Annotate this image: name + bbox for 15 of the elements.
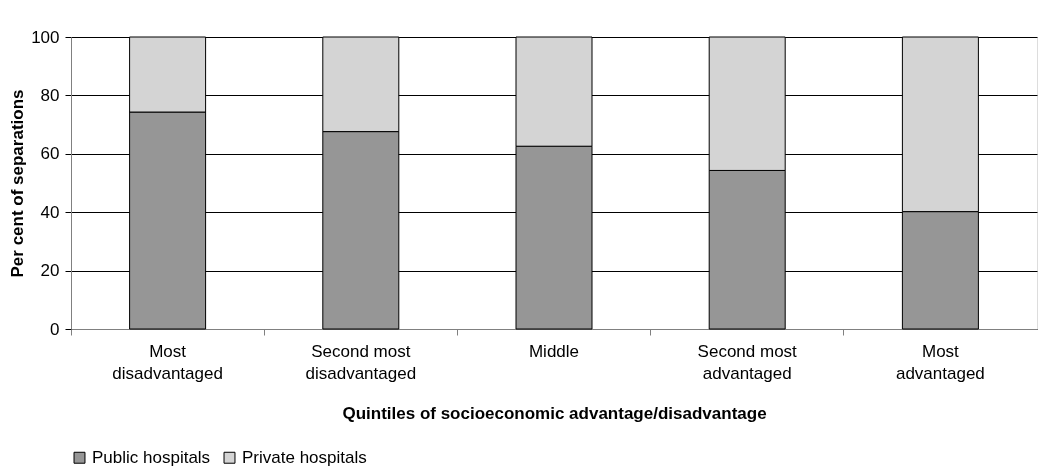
legend-label: Public hospitals <box>92 447 211 467</box>
y-tick-label: 100 <box>31 27 60 47</box>
y-tick-label: 0 <box>50 319 60 339</box>
x-tick-label: Second most advantaged <box>697 341 798 383</box>
x-tick-label: Most advantaged <box>895 341 985 383</box>
legend-label: Private hospitals <box>242 447 367 467</box>
y-axis-title: Per cent of separations <box>8 89 28 278</box>
x-tick-label: Second most disadvantaged <box>305 341 417 383</box>
x-tick-label: Most disadvantaged <box>112 341 223 383</box>
y-tick-label: 20 <box>40 261 60 281</box>
x-axis-title: Quintiles of socioeconomic advantage/disadvantage <box>342 403 767 423</box>
y-tick-label: 80 <box>40 85 60 105</box>
y-tick-label: 60 <box>40 144 60 164</box>
x-tick-label: Middle <box>528 341 580 361</box>
y-tick-label: 40 <box>40 202 60 222</box>
